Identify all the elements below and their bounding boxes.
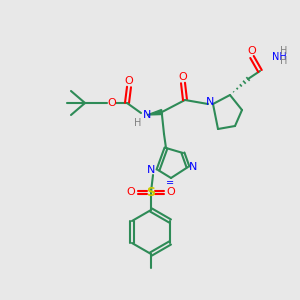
Polygon shape: [147, 110, 163, 115]
Text: N: N: [189, 162, 197, 172]
Text: H: H: [280, 46, 288, 56]
Text: O: O: [127, 187, 135, 197]
Text: N: N: [143, 110, 152, 120]
Text: N: N: [206, 97, 214, 107]
Text: N: N: [147, 165, 155, 175]
Text: H: H: [134, 118, 142, 128]
Text: O: O: [178, 72, 188, 82]
Text: O: O: [248, 46, 256, 56]
Text: O: O: [124, 76, 134, 86]
Text: =: =: [166, 178, 174, 188]
Text: S: S: [146, 185, 155, 199]
Text: O: O: [167, 187, 176, 197]
Text: H: H: [280, 56, 288, 66]
Text: O: O: [108, 98, 116, 108]
Text: NH: NH: [272, 52, 287, 62]
